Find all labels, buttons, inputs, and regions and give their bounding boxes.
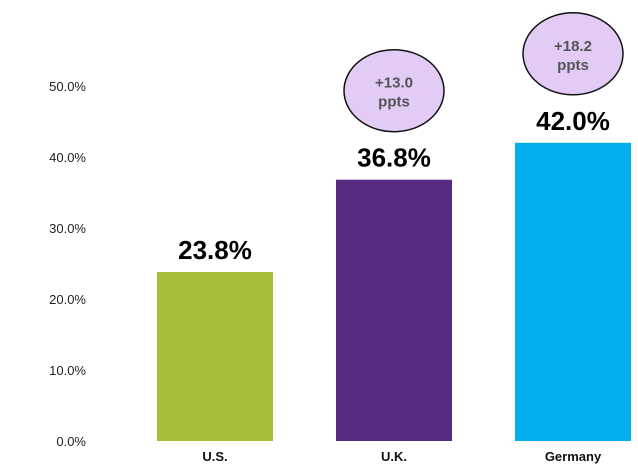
data-label: 36.8% xyxy=(357,143,431,173)
annotation-value: +18.2 xyxy=(554,38,592,55)
data-label: 23.8% xyxy=(178,235,252,265)
annotation-value: +13.0 xyxy=(375,75,413,92)
annotation-unit: ppts xyxy=(378,94,410,111)
data-label: 42.0% xyxy=(536,106,610,136)
category-label: U.K. xyxy=(381,449,407,464)
category-label: Germany xyxy=(545,449,602,464)
bar xyxy=(515,142,631,442)
bar xyxy=(336,179,452,441)
annotations: +13.0 ppts +18.2 ppts xyxy=(343,12,624,133)
y-tick-label: 50.0% xyxy=(49,79,86,94)
y-tick-label: 0.0% xyxy=(56,434,86,449)
bars xyxy=(157,142,631,442)
category-label: U.S. xyxy=(202,449,227,464)
annotation-bubble xyxy=(522,12,624,96)
annotation-bubble xyxy=(343,48,445,133)
y-tick-label: 20.0% xyxy=(49,292,86,307)
y-tick-label: 10.0% xyxy=(49,363,86,378)
bar xyxy=(157,272,273,441)
category-labels: U.S. U.K. Germany xyxy=(202,449,602,464)
annotation-unit: ppts xyxy=(557,57,589,74)
y-tick-label: 30.0% xyxy=(49,221,86,236)
y-tick-label: 40.0% xyxy=(49,150,86,165)
data-labels: 23.8% 36.8% 42.0% xyxy=(178,106,610,265)
y-axis-ticks: 0.0% 10.0% 20.0% 30.0% 40.0% 50.0% xyxy=(49,79,86,449)
